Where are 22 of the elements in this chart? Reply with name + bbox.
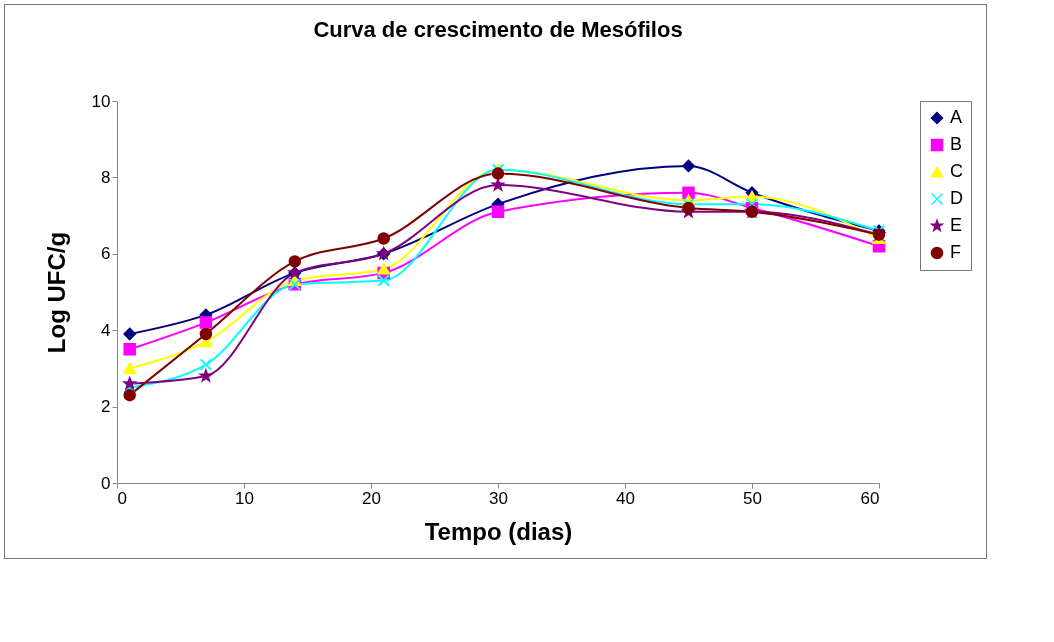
x-tick-label: 50: [743, 488, 762, 508]
y-axis-title: Log UFC/g: [42, 231, 70, 354]
y-tick-label: 2: [101, 397, 111, 417]
legend-label: E: [950, 215, 963, 235]
legend-label: D: [950, 188, 963, 208]
x-tick-label: 60: [860, 488, 880, 508]
x-tick-label: 10: [235, 488, 254, 508]
x-tick-label: 0: [117, 488, 127, 508]
legend-label: A: [950, 107, 963, 127]
y-tick-label: 4: [101, 320, 111, 340]
chart-title: Curva de crescimento de Mesófilos: [313, 17, 683, 42]
x-axis-title: Tempo (dias): [424, 517, 573, 545]
legend-label: C: [950, 161, 963, 181]
legend-label: B: [950, 134, 963, 154]
x-tick-label: 20: [362, 488, 381, 508]
y-tick-label: 10: [91, 91, 111, 111]
x-tick-label: 30: [489, 488, 508, 508]
x-tick-label: 40: [616, 488, 635, 508]
y-tick-label: 6: [101, 244, 111, 264]
y-tick-label: 8: [101, 167, 111, 187]
legend-label: F: [950, 242, 961, 262]
y-tick-label: 0: [101, 473, 111, 493]
